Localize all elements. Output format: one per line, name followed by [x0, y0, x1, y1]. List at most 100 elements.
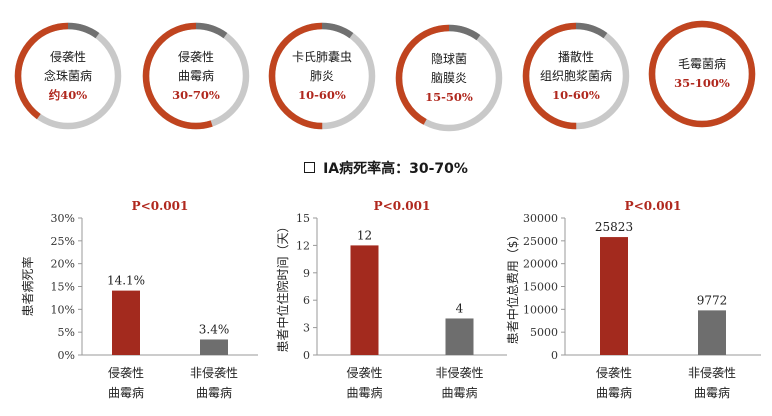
- ring-invasive-candidiasis: 侵袭性念珠菌病约40%: [12, 20, 124, 132]
- chart-total-cost: 0 5000 10000 15000 20000 25000 30000 P<0.001 患者中…: [505, 190, 767, 412]
- bar-value-label: 3.4%: [199, 322, 230, 336]
- bar-value-label: 4: [456, 301, 464, 315]
- ring-disease-line: 侵袭性: [49, 49, 86, 64]
- ring-mucormycosis: 毛霉菌病 35-100%: [646, 18, 758, 130]
- y-tick-label: 15000: [523, 281, 558, 294]
- ring-graphic: [268, 22, 376, 130]
- y-tick-label: 15: [296, 212, 310, 225]
- x-category-label: 非侵袭性: [688, 365, 736, 380]
- ring-mortality-value: 10-60%: [552, 87, 600, 102]
- bar-value-label: 12: [357, 228, 372, 242]
- ring-graphic: [142, 22, 250, 130]
- p-value-label: P<0.001: [625, 199, 682, 213]
- ring-cryptococcal-meningitis: 隐球菌脑膜炎 15-50%: [393, 22, 505, 134]
- x-category-label: 侵袭性: [346, 365, 382, 380]
- ring-histoplasmosis: 播散性组织胞浆菌病 10-60%: [520, 20, 632, 132]
- x-category-label: 曲霉病: [346, 385, 382, 400]
- ring-mortality-value: 30-70%: [172, 87, 220, 102]
- y-tick-label: 30%: [51, 212, 75, 225]
- ring-invasive-aspergillosis: 侵袭性曲霉病 30-70%: [140, 20, 252, 132]
- checkbox-square-icon: [304, 162, 316, 173]
- x-category-label: 侵袭性: [596, 365, 632, 380]
- bar-non-invasive: [445, 318, 474, 355]
- ring-mortality-value: 35-100%: [674, 76, 730, 90]
- y-tick-label: 12: [296, 239, 310, 252]
- ring-graphic: [14, 22, 122, 130]
- ring-disease-line: 肺炎: [309, 68, 334, 83]
- ring-mortality-arc: [648, 20, 756, 128]
- chart-mortality: 0% 5% 10% 15% 20% 25% 30% P<0.001 患者病死率 14.1% 侵袭性曲…: [20, 190, 270, 412]
- x-category-label: 曲霉病: [196, 385, 232, 400]
- bar-value-label: 14.1%: [107, 274, 145, 288]
- ring-label: 卡氏肺囊虫肺炎 10-60%: [266, 20, 378, 132]
- ring-mortality-arc: [522, 22, 630, 130]
- x-category-label: 侵袭性: [108, 365, 144, 380]
- ring-label: 侵袭性念珠菌病约40%: [12, 20, 124, 132]
- ring-graphic: [522, 22, 630, 130]
- ring-disease-line: 曲霉病: [177, 68, 214, 83]
- bar-non-invasive: [200, 339, 228, 355]
- chart-hospital-stay: 0 3 6 9 12 15 P<0.001 患者中位住院时间（天） 12 侵袭性曲霉病 4 非侵袭性曲…: [275, 190, 520, 412]
- ring-mortality-value: 15-50%: [425, 89, 473, 104]
- ring-graphic: [395, 24, 503, 132]
- bar-chart-svg: 0% 5% 10% 15% 20% 25% 30% P<0.001 患者病死率 14.1% 侵袭性曲…: [20, 199, 258, 400]
- y-tick-label: 5000: [530, 326, 558, 339]
- y-axis-label: 患者中位住院时间（天）: [275, 220, 290, 352]
- headline-text: IA病死率高：30-70%: [323, 161, 468, 177]
- ring-disease-line: 播散性: [557, 49, 594, 64]
- y-tick-label: 25000: [523, 235, 558, 248]
- ring-disease-line: 念珠菌病: [43, 68, 92, 83]
- y-tick-label: 30000: [523, 212, 558, 225]
- y-tick-label: 10000: [523, 303, 558, 316]
- bar-value-label: 25823: [595, 220, 633, 234]
- ring-mortality-arc: [14, 22, 122, 130]
- ring-mortality-value: 约40%: [48, 87, 88, 102]
- ring-label: 毛霉菌病 35-100%: [646, 18, 758, 130]
- p-value-label: P<0.001: [374, 199, 431, 213]
- y-tick-label: 10%: [51, 303, 75, 316]
- y-tick-label: 20%: [51, 258, 75, 271]
- y-tick-label: 3: [303, 322, 310, 335]
- ring-graphic: [648, 20, 756, 128]
- bar-chart-svg: 0 5000 10000 15000 20000 25000 30000 P<0.001 患者中…: [505, 199, 761, 400]
- y-tick-label: 6: [303, 294, 310, 307]
- y-axis-label: 患者病死率: [20, 256, 35, 316]
- y-tick-label: 25%: [51, 235, 75, 248]
- bar-invasive: [112, 290, 140, 355]
- ring-disease-line: 组织胞浆菌病: [539, 68, 612, 83]
- bar-invasive: [600, 237, 628, 355]
- ring-disease-line: 侵袭性: [177, 49, 214, 64]
- ring-disease-line: 毛霉菌病: [677, 57, 726, 71]
- bar-non-invasive: [698, 310, 726, 355]
- bar-value-label: 9772: [697, 293, 728, 307]
- y-tick-label: 20000: [523, 258, 558, 271]
- ring-disease-line: 脑膜炎: [430, 70, 467, 85]
- ring-pneumocystis-pneumonia: 卡氏肺囊虫肺炎 10-60%: [266, 20, 378, 132]
- y-tick-label: 0%: [58, 349, 75, 362]
- y-tick-label: 0: [551, 349, 558, 362]
- ring-disease-line: 隐球菌: [430, 51, 467, 66]
- ring-disease-line: 卡氏肺囊虫: [291, 49, 352, 64]
- ring-label: 播散性组织胞浆菌病 10-60%: [520, 20, 632, 132]
- ring-label: 侵袭性曲霉病 30-70%: [140, 20, 252, 132]
- ring-mortality-arc: [395, 24, 503, 132]
- ring-mortality-arc: [268, 22, 376, 130]
- x-category-label: 曲霉病: [108, 385, 144, 400]
- x-category-label: 非侵袭性: [435, 365, 483, 380]
- x-category-label: 曲霉病: [441, 385, 477, 400]
- bar-invasive: [350, 245, 379, 355]
- ring-mortality-arc: [142, 22, 250, 130]
- p-value-label: P<0.001: [132, 199, 189, 213]
- x-category-label: 非侵袭性: [190, 365, 238, 380]
- ring-mortality-value: 10-60%: [298, 87, 346, 102]
- y-axis-label: 患者中位总费用（$）: [505, 229, 520, 345]
- x-category-label: 曲霉病: [694, 385, 730, 400]
- y-tick-label: 15%: [51, 281, 75, 294]
- headline: IA病死率高：30-70%: [0, 158, 772, 178]
- y-tick-label: 9: [303, 267, 310, 280]
- x-category-label: 曲霉病: [596, 385, 632, 400]
- y-tick-label: 0: [303, 349, 310, 362]
- y-tick-label: 5%: [58, 326, 75, 339]
- mortality-rings: 侵袭性念珠菌病约40% 侵袭性曲霉病 30-70% 卡氏肺囊虫肺炎 10-60% 隐…: [0, 0, 772, 150]
